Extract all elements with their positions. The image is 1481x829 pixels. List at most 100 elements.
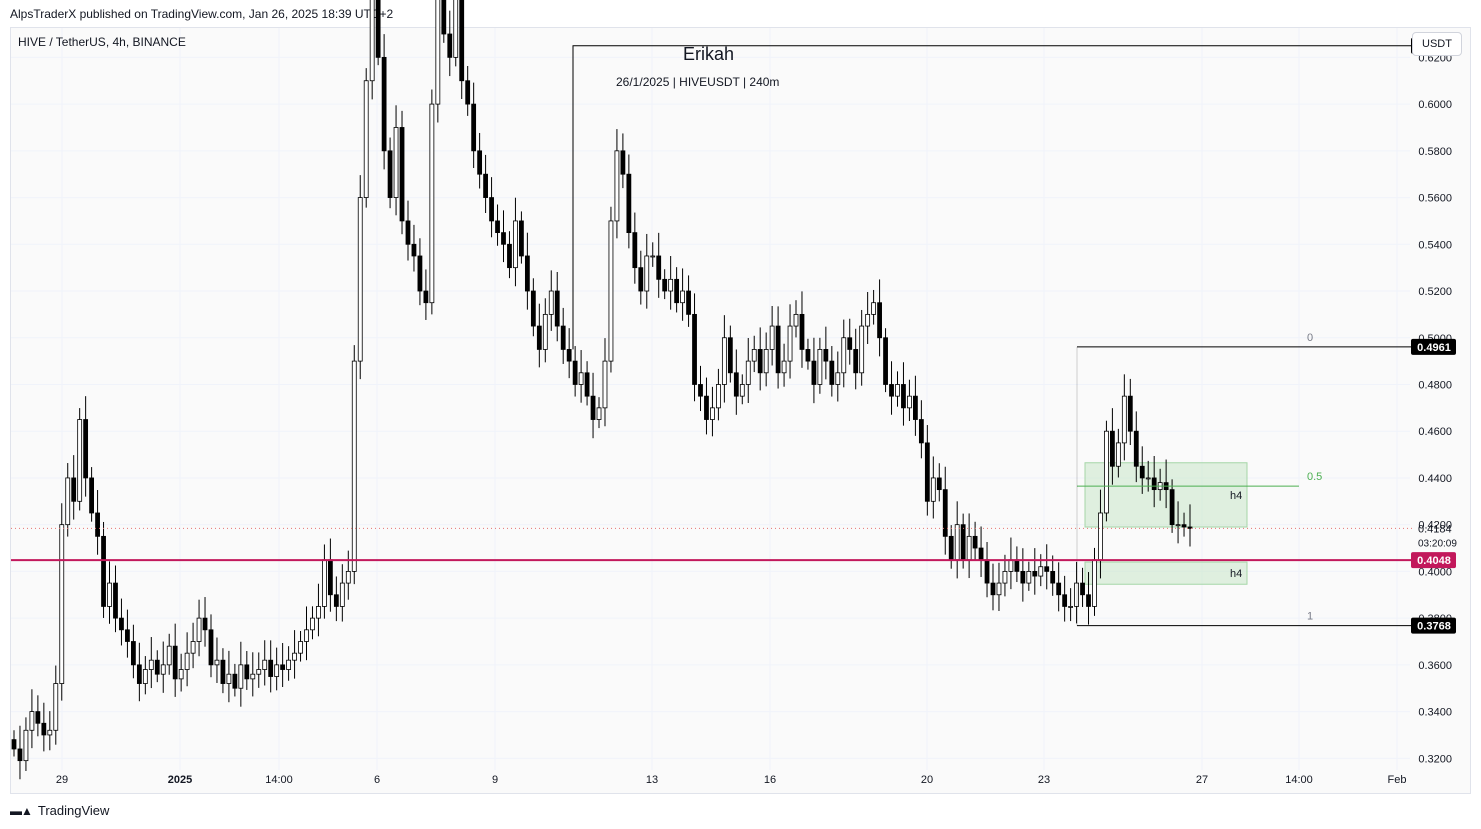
zone-label: h4 — [1230, 568, 1242, 580]
chart-frame — [10, 27, 1471, 794]
candle-body — [513, 220, 518, 269]
candle-body — [721, 337, 727, 385]
candle-body — [501, 232, 506, 245]
candle-body — [53, 683, 59, 731]
candle-body — [274, 664, 280, 677]
candle-body — [519, 220, 524, 257]
candle-body — [1127, 395, 1133, 432]
candle-body — [429, 103, 435, 304]
candle-body — [948, 535, 954, 561]
fib-level-label: 0 — [1307, 332, 1313, 344]
candle-body — [101, 535, 106, 607]
candle-body — [775, 325, 781, 374]
candle-body — [930, 477, 936, 502]
candle-body — [154, 659, 160, 675]
candle-body — [1092, 559, 1097, 607]
y-tick-label: 0.5600 — [1418, 193, 1452, 205]
candle-body — [853, 349, 859, 374]
candle-body — [495, 220, 500, 234]
candle-body — [483, 173, 488, 198]
candle-body — [148, 659, 154, 670]
x-tick-label: 16 — [764, 774, 776, 786]
candle-body — [811, 360, 817, 385]
price-label: 0.4184 — [1418, 523, 1452, 535]
y-tick-label: 0.3400 — [1418, 707, 1452, 719]
y-tick-label: 0.5200 — [1418, 286, 1452, 298]
candle-body — [339, 582, 345, 607]
candle-body — [1050, 570, 1056, 584]
x-tick-label: 27 — [1196, 774, 1208, 786]
candle-body — [113, 582, 118, 619]
currency-button[interactable]: USDT — [1412, 32, 1462, 56]
candle-body — [1181, 524, 1187, 528]
candle-body — [1115, 442, 1121, 467]
candle-body — [130, 641, 136, 666]
candle-body — [119, 617, 124, 631]
candle-body — [345, 570, 351, 584]
candle-body — [142, 669, 148, 684]
candle-body — [351, 360, 357, 572]
candle-body — [363, 80, 369, 198]
candle-body — [990, 582, 996, 596]
candle-body — [680, 290, 685, 304]
candle-body — [1139, 465, 1145, 479]
annotation-title: Erikah — [683, 44, 735, 64]
candle-body — [590, 395, 596, 420]
candle-body — [369, 0, 375, 82]
symbol-line: HIVE / TetherUS, 4h, BINANCE — [18, 35, 186, 49]
candle-body — [996, 582, 1002, 596]
candle-body — [393, 127, 399, 198]
candle-body — [77, 419, 83, 502]
candle-body — [190, 641, 196, 654]
candle-body — [650, 255, 656, 258]
candle-body — [787, 325, 793, 362]
x-tick-label: 6 — [374, 774, 380, 786]
candle-body — [71, 477, 77, 502]
x-tick-label: 9 — [492, 774, 498, 786]
candle-body — [692, 313, 697, 385]
candle-body — [1187, 526, 1193, 529]
candle-body — [107, 582, 112, 607]
high-marker-line — [572, 45, 1412, 350]
y-tick-label: 0.4600 — [1418, 426, 1452, 438]
candle-body — [942, 489, 948, 537]
candle-body — [29, 711, 35, 731]
tradingview-icon: ▬▲ — [10, 803, 33, 818]
candle-body — [1074, 582, 1079, 607]
candle-body — [316, 606, 321, 619]
candle-body — [668, 278, 674, 292]
candle-body — [250, 673, 256, 680]
candle-body — [805, 349, 811, 362]
candle-body — [166, 645, 172, 666]
candle-body — [817, 349, 823, 385]
candle-body — [453, 0, 459, 58]
candle-body — [11, 739, 17, 750]
candle-body — [310, 617, 315, 631]
candle-body — [877, 302, 882, 339]
candle-body — [304, 629, 309, 642]
tradingview-logo[interactable]: ▬▲ TradingView — [10, 803, 109, 818]
fib-level-label: 0.5 — [1307, 471, 1322, 483]
candle-body — [596, 407, 602, 420]
candle-body — [769, 325, 775, 350]
candle-body — [584, 372, 590, 397]
candle-body — [793, 313, 799, 327]
price-label-box — [1411, 552, 1456, 569]
candle-body — [554, 290, 560, 327]
candle-body — [125, 629, 130, 642]
tradingview-brand: TradingView — [37, 803, 110, 818]
candle-body — [208, 629, 214, 666]
candle-body — [871, 302, 877, 315]
candle-body — [196, 617, 202, 642]
candle-body — [536, 325, 542, 350]
candle-body — [686, 290, 691, 315]
candle-body — [471, 103, 477, 152]
candle-body — [417, 255, 423, 292]
y-tick-label: 0.6000 — [1418, 99, 1452, 111]
candle-body — [572, 360, 578, 385]
publish-caption: AlpsTraderX published on TradingView.com… — [10, 7, 394, 21]
candle-body — [823, 349, 829, 362]
candle-body — [698, 384, 703, 397]
candle-body — [632, 232, 638, 269]
